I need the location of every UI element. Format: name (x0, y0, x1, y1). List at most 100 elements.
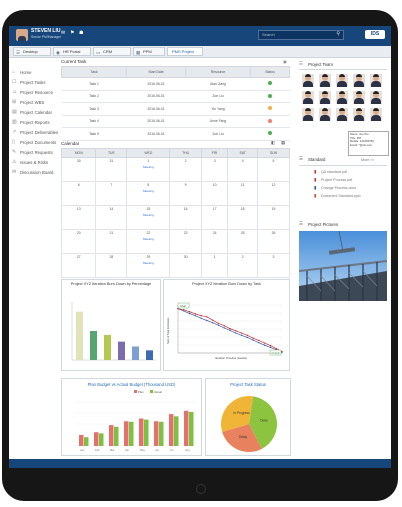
documents-icon: ▯ (12, 138, 15, 147)
construction-photo[interactable] (299, 231, 387, 301)
calendar-cell[interactable]: 19 (257, 206, 289, 230)
calendar-cell[interactable]: 6 (62, 182, 96, 206)
doc-item[interactable]: ▮ QA standard.pdf (314, 169, 347, 175)
sidebar-item-documents[interactable]: ▯ Project Documents (11, 138, 61, 147)
standard-more-link[interactable]: More >> (361, 158, 374, 162)
calendar-event[interactable]: Meeting (128, 165, 168, 169)
calendar-cell[interactable]: 30 (170, 254, 201, 278)
calendar-cell[interactable]: 11 (228, 182, 257, 206)
home-icon: ⌂ (12, 68, 15, 77)
calendar-cell[interactable]: 1 Meeting (127, 158, 170, 182)
calendar-cell[interactable]: 2 (228, 254, 257, 278)
burndown-percentage-plot (62, 288, 162, 370)
team-member-avatar[interactable] (336, 74, 348, 87)
sidebar-item-discussion[interactable]: ✉ Discussion Board (11, 168, 61, 177)
calendar-cell[interactable]: 9 (170, 182, 201, 206)
calendar-cell[interactable]: 28 (96, 254, 127, 278)
search-icon[interactable]: ⚲ (336, 31, 340, 37)
calendar-event[interactable]: Meeting (128, 237, 168, 241)
calendar-cell[interactable]: 14 (96, 206, 127, 230)
sidebar-item-reports[interactable]: ▥ Project Reports (11, 118, 61, 127)
bell-icon[interactable]: ⚑ (70, 30, 74, 36)
team-member-avatar[interactable] (336, 108, 348, 121)
team-member-avatar[interactable] (370, 74, 382, 87)
sidebar-item-tasks[interactable]: ☐ Project Tasks (11, 78, 61, 87)
col-start-date[interactable]: Start Date (127, 67, 186, 78)
sidebar-item-deliverables[interactable]: ↗ Project Deliverables (11, 128, 61, 137)
tab-pms-project[interactable]: PMS Project (167, 47, 203, 56)
calendar-cell[interactable]: 7 (96, 182, 127, 206)
calendar-cell[interactable]: 31 (96, 158, 127, 182)
team-member-avatar[interactable] (353, 91, 365, 104)
calendar-event[interactable]: Meeting (128, 213, 168, 217)
sidebar-item-issues[interactable]: ⚠ Issues & Risks (11, 158, 61, 167)
calendar-cell[interactable]: 5 (257, 158, 289, 182)
team-member-avatar[interactable] (336, 91, 348, 104)
doc-item[interactable]: ▮ Change Process.docx (314, 185, 356, 191)
calendar-cell[interactable]: 27 (62, 254, 96, 278)
team-member-avatar[interactable] (319, 108, 331, 121)
user-avatar[interactable] (16, 29, 28, 41)
team-member-avatar[interactable] (319, 74, 331, 87)
table-row[interactable]: Task 1 2016-06-01 Alan Jiang (62, 78, 290, 91)
team-member-avatar[interactable] (302, 91, 314, 104)
team-member-avatar[interactable] (370, 91, 382, 104)
col-status[interactable]: Status (251, 67, 290, 78)
table-row[interactable]: Task 3 2016-06-01 Yin Yang (62, 103, 290, 116)
tab-hr-portal[interactable]: ◉ HR Portal (53, 47, 91, 56)
sidebar-item-wbs[interactable]: ⊞ Project WBS (11, 98, 61, 107)
calendar-nav-icon[interactable]: ◧ (271, 140, 275, 146)
user-icon[interactable]: ☗ (79, 30, 83, 36)
sidebar-item-home[interactable]: ⌂ Home (11, 68, 61, 77)
mail-icon[interactable]: ✉ (61, 30, 65, 36)
team-member-avatar[interactable] (353, 74, 365, 87)
tab-desktop[interactable]: ☰ Desktop (13, 47, 51, 56)
calendar-cell[interactable]: 15 Meeting (127, 206, 170, 230)
calendar-event[interactable]: Meeting (128, 261, 168, 265)
calendar-cell[interactable]: 3 (201, 158, 228, 182)
calendar-cell[interactable]: 20 (62, 230, 96, 254)
sidebar-item-calendar[interactable]: ▤ Project Calendar (11, 108, 61, 117)
calendar-cell[interactable]: 25 (228, 230, 257, 254)
team-member-avatar[interactable] (302, 108, 314, 121)
calendar-cell[interactable]: 24 (201, 230, 228, 254)
calendar-cell[interactable]: 23 (170, 230, 201, 254)
col-task[interactable]: Task (62, 67, 127, 78)
calendar-cell[interactable]: 17 (201, 206, 228, 230)
calendar-cell[interactable]: 8 Meeting (127, 182, 170, 206)
sidebar-item-requests[interactable]: ✎ Project Requests (11, 148, 61, 157)
team-member-avatar[interactable] (302, 74, 314, 87)
team-member-avatar[interactable] (319, 91, 331, 104)
calendar-cell[interactable]: 18 (228, 206, 257, 230)
calendar-cell[interactable]: 26 (257, 230, 289, 254)
doc-item[interactable]: ▮ Document Standard.pptx (314, 193, 361, 199)
calendar-cell[interactable]: 16 (170, 206, 201, 230)
calendar-cell[interactable]: 12 (257, 182, 289, 206)
col-resource[interactable]: Resource (186, 67, 251, 78)
calendar-cell[interactable]: 2 (170, 158, 201, 182)
team-member-avatar[interactable] (353, 108, 365, 121)
calendar-date: 31 (109, 159, 113, 163)
tab-crm[interactable]: ▭ CRM (93, 47, 131, 56)
calendar-event[interactable]: Meeting (128, 189, 168, 193)
search-input[interactable]: Search ⚲ (258, 30, 344, 40)
doc-item[interactable]: ▮ Project Process.pdf (314, 177, 352, 183)
table-row[interactable]: Task 4 2016-06-01 Anne Fang (62, 115, 290, 128)
calendar-cell[interactable]: 10 (201, 182, 228, 206)
task-start-date: 2016-06-01 (127, 115, 186, 128)
sidebar-item-resource[interactable]: ☺ Project Resource (11, 88, 61, 97)
calendar-cell[interactable]: 13 (62, 206, 96, 230)
calendar-cell[interactable]: 30 (62, 158, 96, 182)
current-task-menu-icon[interactable]: ▣ (283, 59, 287, 64)
calendar-cell[interactable]: 22 Meeting (127, 230, 170, 254)
calendar-cell[interactable]: 4 (228, 158, 257, 182)
calendar-cell[interactable]: 29 Meeting (127, 254, 170, 278)
calendar-settings-icon[interactable]: ▦ (281, 140, 285, 146)
calendar-cell[interactable]: 21 (96, 230, 127, 254)
table-row[interactable]: Task 2 2016-06-01 Zoe Liu (62, 90, 290, 103)
calendar-cell[interactable]: 3 (257, 254, 289, 278)
tab-ppm[interactable]: ▦ PPM (133, 47, 165, 56)
team-member-avatar[interactable] (370, 108, 382, 121)
table-row[interactable]: Task 5 2016-06-01 Zoe Liu (62, 128, 290, 141)
calendar-cell[interactable]: 1 (201, 254, 228, 278)
